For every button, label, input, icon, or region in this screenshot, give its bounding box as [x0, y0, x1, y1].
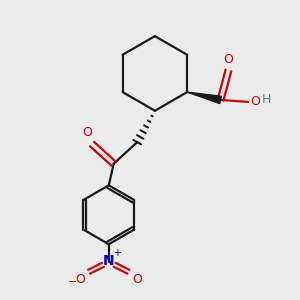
Text: O: O	[250, 95, 260, 108]
Text: O: O	[224, 52, 233, 66]
Text: O: O	[82, 126, 92, 139]
Text: O: O	[75, 273, 85, 286]
Text: O: O	[132, 273, 142, 286]
Polygon shape	[187, 92, 221, 103]
Text: +: +	[112, 248, 121, 258]
Text: −: −	[68, 277, 77, 286]
Text: H: H	[262, 93, 271, 106]
Text: N: N	[103, 254, 115, 268]
